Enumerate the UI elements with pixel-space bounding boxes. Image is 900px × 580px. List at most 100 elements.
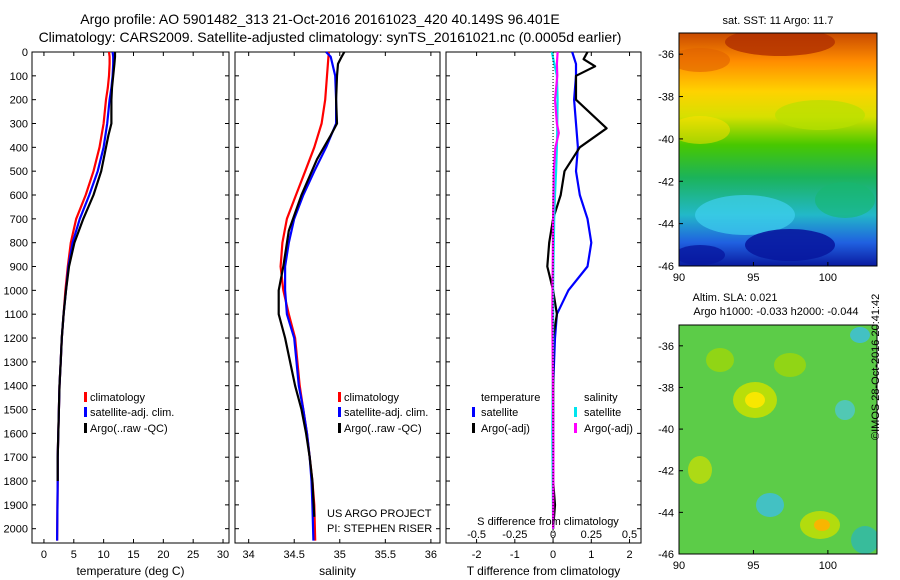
sal-xtick-label: 35.5 — [375, 549, 396, 561]
depth-tick-label: 600 — [10, 190, 28, 202]
s-diff-tick-label: 0 — [550, 529, 556, 541]
legend-swatch-argo — [338, 423, 341, 433]
depth-tick-label: 700 — [10, 214, 28, 226]
diff-xtick-label: -2 — [472, 549, 482, 561]
sla-map: Altim. SLA: 0.021 Argo h1000: -0.033 h20… — [678, 292, 878, 555]
depth-tick-label: 300 — [10, 119, 28, 131]
depth-tick-label: 1800 — [4, 476, 28, 488]
sal-panel: 34 34.5 35 35.5 36 salinity — [234, 51, 441, 578]
legend-swatch-climatology — [84, 392, 87, 402]
sal-legend-climatology: climatology — [344, 392, 400, 404]
temp-legend-argo: Argo(..raw -QC) — [90, 423, 168, 435]
sla-map-xtick-label: 90 — [673, 560, 685, 572]
s-diff-tick-label: 0.25 — [581, 529, 602, 541]
sal-xtick-label: 35 — [334, 549, 346, 561]
sal-series-line — [279, 51, 330, 541]
diff-legend-sal-title: salinity — [584, 392, 618, 404]
sst-map-ytick-label: -44 — [658, 219, 674, 231]
diff-panel: -2 -1 0 1 2 T difference from climatology — [445, 51, 642, 578]
sla-map-ytick-label: -40 — [658, 424, 674, 436]
legend-swatch-temp-satellite — [472, 407, 475, 417]
temp-xlabel: temperature (deg C) — [76, 564, 184, 578]
sst-map: sat. SST: 11 Argo: 11.7 — [678, 15, 878, 267]
sst-map-xtick-label: 100 — [819, 272, 837, 284]
depth-tick-label: 1400 — [4, 381, 28, 393]
sla-map-xtick-label: 95 — [747, 560, 759, 572]
depth-tick-label: 500 — [10, 166, 28, 178]
project-note: US ARGO PROJECT — [327, 508, 432, 520]
sal-xtick-label: 36 — [425, 549, 437, 561]
temp-legend-satellite: satellite-adj. clim. — [90, 407, 174, 419]
temp-xtick-label: 30 — [217, 549, 229, 561]
depth-tick-label: 1600 — [4, 428, 28, 440]
depth-tick-label: 1200 — [4, 333, 28, 345]
sla-map-ytick-label: -42 — [658, 466, 674, 478]
sal-plot-frame — [234, 51, 441, 544]
legend-swatch-satellite — [84, 407, 87, 417]
pi-note: PI: STEPHEN RISER — [327, 523, 432, 535]
diff-plot-frame — [445, 51, 642, 544]
diff-legend-temp-satellite: satellite — [481, 407, 518, 419]
diff-xtick-label: -1 — [510, 549, 520, 561]
depth-tick-label: 2000 — [4, 524, 28, 536]
sal-xlabel: salinity — [319, 564, 356, 578]
figure-subtitle: Climatology: CARS2009. Satellite-adjuste… — [38, 29, 622, 45]
temp-plot-frame — [31, 51, 230, 544]
sst-map-ytick-label: -42 — [658, 176, 674, 188]
sal-legend-argo: Argo(..raw -QC) — [344, 423, 422, 435]
depth-tick-label: 1100 — [4, 309, 28, 321]
sal-xtick-label: 34 — [243, 549, 255, 561]
sst-map-ytick-label: -40 — [658, 134, 674, 146]
sla-map-ytick-label: -46 — [658, 549, 674, 561]
legend-swatch-argo — [84, 423, 87, 433]
legend-swatch-satellite — [338, 407, 341, 417]
sla-map-xtick-label: 100 — [819, 560, 837, 572]
sst-map-ytick-label: -46 — [658, 261, 674, 273]
diff-zero-group: -0.5 -0.25 0 0.25 0.5 — [467, 52, 637, 543]
temp-xtick-label: 20 — [157, 549, 169, 561]
sst-map-ytick-label: -36 — [658, 49, 674, 61]
sla-map-title: Altim. SLA: 0.021 — [693, 292, 778, 304]
legend-swatch-temp-argo — [472, 423, 475, 433]
depth-tick-label: 900 — [10, 262, 28, 274]
sst-map-xtick-label: 90 — [673, 272, 685, 284]
temp-panel: 0100200300400500600700800900100011001200… — [4, 47, 230, 578]
diff-xtick-label: 1 — [588, 549, 594, 561]
sla-map-ytick-label: -36 — [658, 341, 674, 353]
depth-tick-label: 1900 — [4, 500, 28, 512]
depth-tick-label: 800 — [10, 238, 28, 250]
sst-map-xtick-label: 95 — [747, 272, 759, 284]
depth-tick-label: 0 — [22, 47, 28, 59]
sst-map-title: sat. SST: 11 Argo: 11.7 — [723, 15, 834, 27]
s-diff-axis-label: S difference from climatology — [477, 516, 619, 528]
diff-xlabel: T difference from climatology — [467, 564, 621, 578]
depth-tick-label: 400 — [10, 142, 28, 154]
depth-tick-label: 100 — [10, 71, 28, 83]
temp-legend-climatology: climatology — [90, 392, 146, 404]
sal-legend-satellite: satellite-adj. clim. — [344, 407, 428, 419]
s-diff-tick-label: -0.25 — [502, 529, 527, 541]
sla-map-subtitle: Argo h1000: -0.033 h2000: -0.044 — [693, 306, 858, 318]
legend-swatch-sal-argo — [574, 423, 577, 433]
depth-tick-label: 200 — [10, 95, 28, 107]
temp-xtick-label: 25 — [187, 549, 199, 561]
temp-xtick-label: 15 — [127, 549, 139, 561]
sla-map-ytick-label: -38 — [658, 382, 674, 394]
sla-map-ytick-label: -44 — [658, 507, 674, 519]
s-diff-tick-label: -0.5 — [467, 529, 486, 541]
depth-tick-label: 1300 — [4, 357, 28, 369]
diff-legend-temp-argo: Argo(-adj) — [481, 423, 530, 435]
sal-xtick-label: 34.5 — [284, 549, 305, 561]
figure-title: Argo profile: AO 5901482_313 21-Oct-2016… — [80, 11, 560, 27]
diff-series-line — [551, 51, 560, 529]
sal-series-line — [277, 51, 346, 517]
diff-xtick-label: 2 — [626, 549, 632, 561]
diff-legend-temp-title: temperature — [481, 392, 540, 404]
depth-tick-label: 1700 — [4, 452, 28, 464]
legend-swatch-climatology — [338, 392, 341, 402]
diff-xtick-label: 0 — [550, 549, 556, 561]
temp-xtick-label: 5 — [71, 549, 77, 561]
